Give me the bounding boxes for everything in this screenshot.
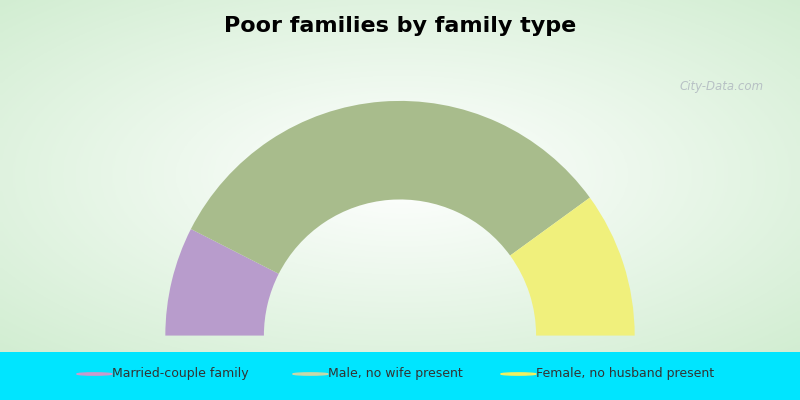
Text: Male, no wife present: Male, no wife present	[328, 368, 462, 380]
Text: Married-couple family: Married-couple family	[112, 368, 249, 380]
Text: City-Data.com: City-Data.com	[680, 80, 764, 93]
Circle shape	[501, 373, 536, 375]
Circle shape	[293, 373, 328, 375]
Wedge shape	[191, 101, 590, 274]
Text: Female, no husband present: Female, no husband present	[536, 368, 714, 380]
Wedge shape	[166, 229, 278, 336]
Wedge shape	[510, 198, 634, 336]
Circle shape	[77, 373, 112, 375]
Text: Poor families by family type: Poor families by family type	[224, 16, 576, 36]
